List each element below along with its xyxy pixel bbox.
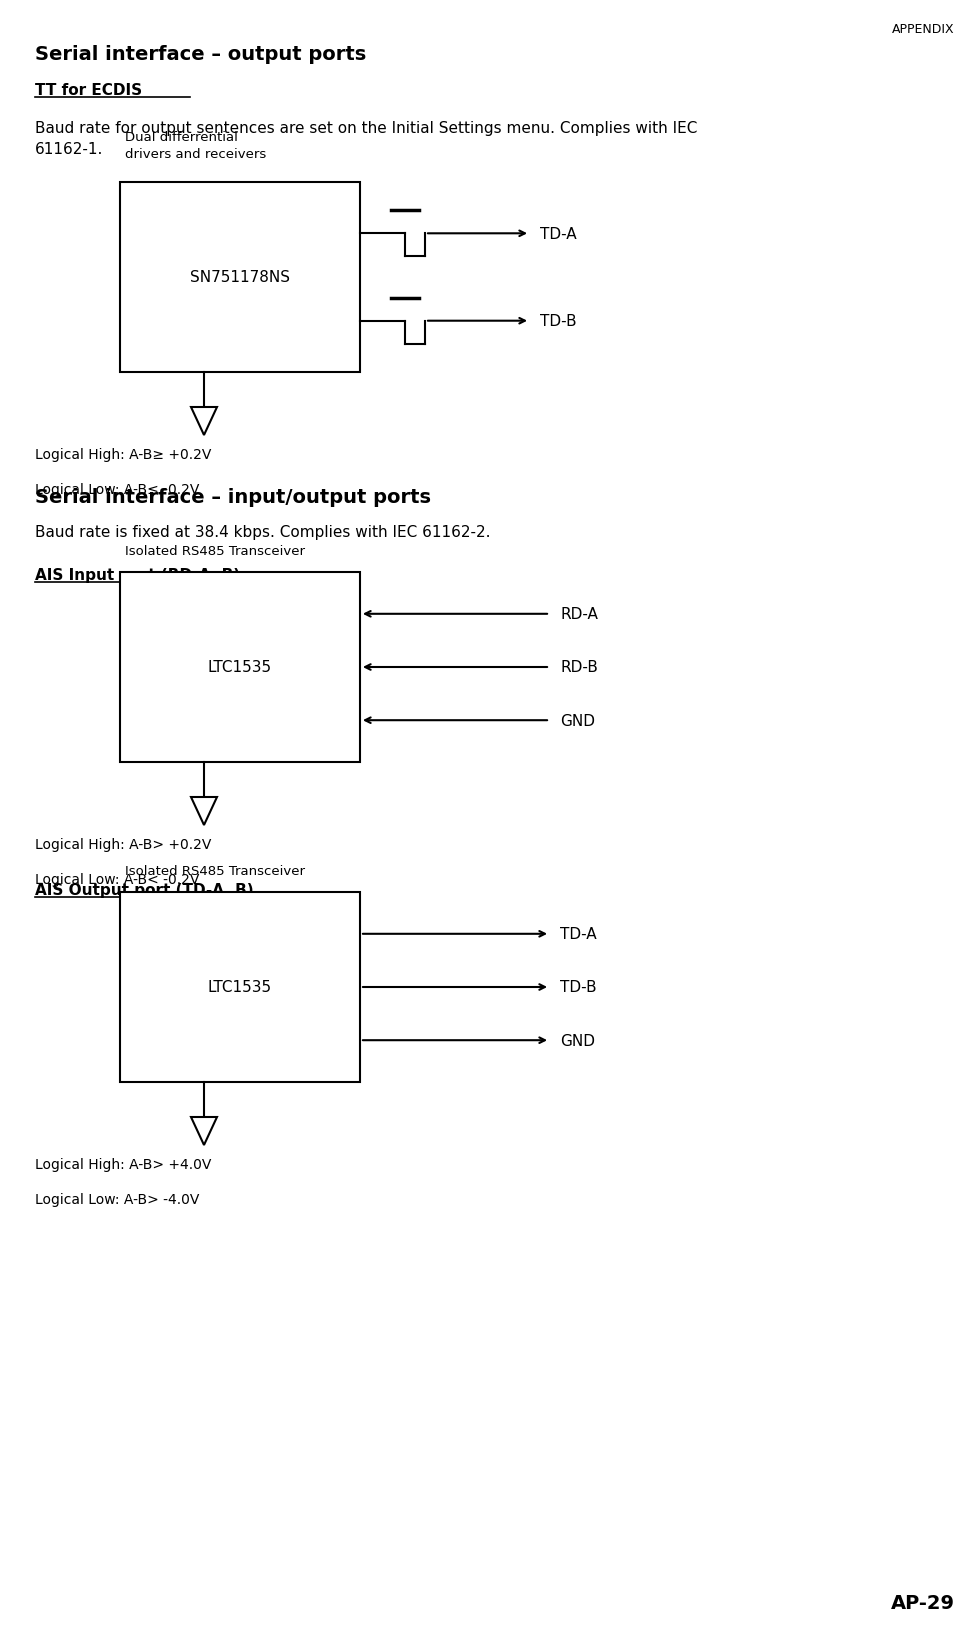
Text: Serial interface – output ports: Serial interface – output ports — [35, 46, 366, 64]
Text: TT for ECDIS: TT for ECDIS — [35, 83, 142, 98]
Text: GND: GND — [560, 1033, 595, 1048]
Text: Logical Low: A-B> -4.0V: Logical Low: A-B> -4.0V — [35, 1193, 200, 1206]
Polygon shape — [191, 798, 217, 826]
Text: Logical Low: A-B≤ -0.2V: Logical Low: A-B≤ -0.2V — [35, 483, 200, 496]
Text: Logical High: A-B≥ +0.2V: Logical High: A-B≥ +0.2V — [35, 447, 211, 462]
Text: Logical High: A-B> +4.0V: Logical High: A-B> +4.0V — [35, 1157, 211, 1172]
Text: GND: GND — [560, 713, 595, 728]
Text: AIS Output port (TD-A, B): AIS Output port (TD-A, B) — [35, 883, 253, 898]
Bar — [120, 183, 360, 372]
Text: TD-A: TD-A — [560, 927, 597, 942]
Text: RD-A: RD-A — [560, 607, 598, 622]
Bar — [120, 893, 360, 1082]
Text: RD-B: RD-B — [560, 659, 598, 676]
Text: LTC1535: LTC1535 — [207, 979, 272, 996]
Text: Logical High: A-B> +0.2V: Logical High: A-B> +0.2V — [35, 837, 211, 852]
Text: AIS Input port (RD-A, B): AIS Input port (RD-A, B) — [35, 568, 241, 583]
Bar — [120, 573, 360, 762]
Text: TD-B: TD-B — [540, 313, 577, 330]
Text: Isolated RS485 Transceiver: Isolated RS485 Transceiver — [125, 545, 305, 558]
Text: TD-A: TD-A — [540, 227, 577, 242]
Text: Baud rate for output sentences are set on the Initial Settings menu. Complies wi: Baud rate for output sentences are set o… — [35, 121, 697, 157]
Text: Dual differrential
drivers and receivers: Dual differrential drivers and receivers — [125, 131, 266, 162]
Text: TD-B: TD-B — [560, 979, 597, 996]
Text: AP-29: AP-29 — [891, 1593, 955, 1612]
Text: APPENDIX: APPENDIX — [892, 23, 955, 36]
Text: SN751178NS: SN751178NS — [190, 271, 290, 286]
Text: Logical Low: A-B< -0.2V: Logical Low: A-B< -0.2V — [35, 873, 200, 886]
Text: Baud rate is fixed at 38.4 kbps. Complies with IEC 61162-2.: Baud rate is fixed at 38.4 kbps. Complie… — [35, 524, 491, 540]
Polygon shape — [191, 408, 217, 436]
Text: Serial interface – input/output ports: Serial interface – input/output ports — [35, 488, 431, 506]
Polygon shape — [191, 1118, 217, 1146]
Text: LTC1535: LTC1535 — [207, 659, 272, 676]
Text: Isolated RS485 Transceiver: Isolated RS485 Transceiver — [125, 865, 305, 878]
